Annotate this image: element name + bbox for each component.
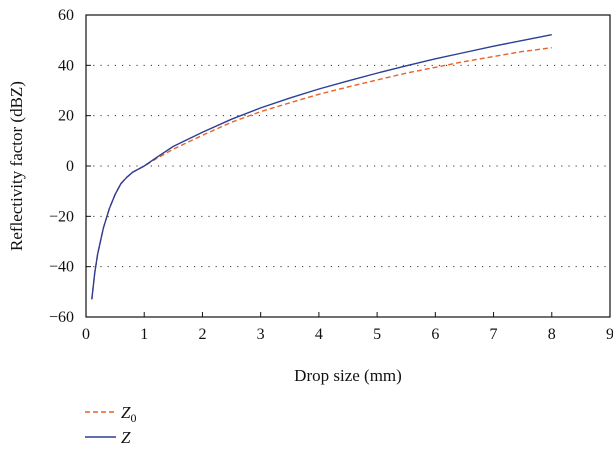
- y-tick-label: 0: [66, 158, 74, 175]
- x-tick-label: 7: [490, 326, 498, 343]
- y-tick-label: 40: [58, 57, 74, 74]
- y-tick-label: 60: [58, 7, 74, 24]
- x-tick-label: 3: [257, 326, 265, 343]
- x-tick-label: 0: [82, 326, 90, 343]
- x-tick-label: 8: [548, 326, 556, 343]
- legend-label: Z: [121, 428, 131, 447]
- series-lines: [91, 33, 552, 300]
- legend-label-main: Z: [121, 428, 131, 447]
- y-tick-label: −20: [49, 208, 74, 225]
- axis-ticks: 60 40 20 0 −20 −40 −60 0 1 2 3 4 5 6 7 8 9: [49, 7, 613, 343]
- y-tick-label: −60: [49, 309, 74, 326]
- legend: Z0Z: [85, 403, 136, 447]
- x-tick-label: 5: [373, 326, 381, 343]
- x-tick-label: 1: [140, 326, 148, 343]
- x-tick-label: 6: [431, 326, 439, 343]
- x-tick-label: 2: [198, 326, 206, 343]
- plot-frame: [85, 14, 611, 318]
- x-tick-label: 9: [606, 326, 613, 343]
- y-tick-label: 20: [58, 108, 74, 125]
- y-tick-label: −40: [49, 259, 74, 276]
- series-line-z: [91, 33, 552, 300]
- legend-label-subscript: 0: [130, 411, 136, 425]
- legend-label: Z0: [121, 403, 136, 425]
- y-axis-title: Reflectivity factor (dBZ): [7, 81, 26, 251]
- series-line-z0: [91, 47, 552, 300]
- x-tick-label: 4: [315, 326, 323, 343]
- x-axis-title: Drop size (mm): [294, 366, 402, 385]
- gridlines: [86, 64, 610, 268]
- legend-label-main: Z: [121, 403, 131, 422]
